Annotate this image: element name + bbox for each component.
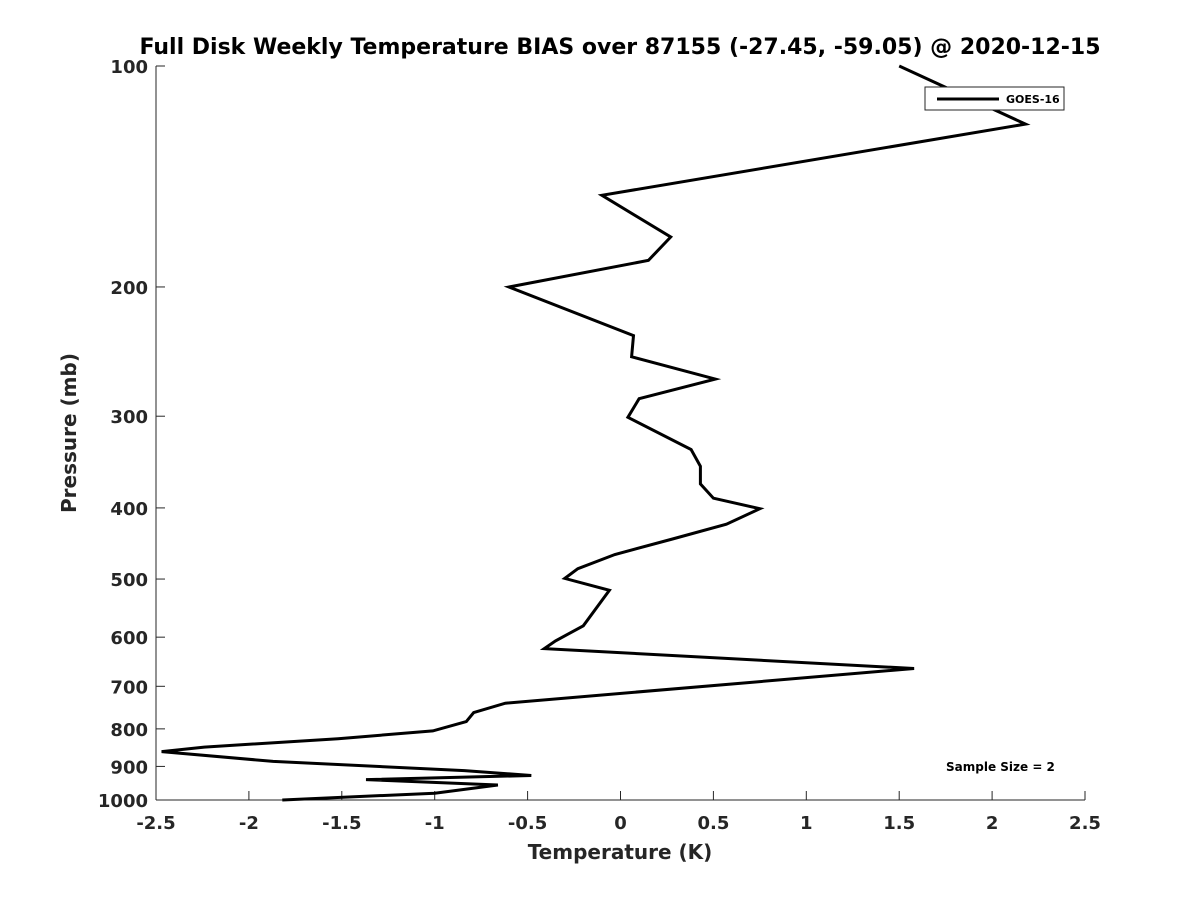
y-tick-label: 900 (110, 757, 148, 778)
x-tick-label: 1 (800, 813, 813, 834)
x-ticks: -2.5 -2 -1.5 -1 -0.5 0 0.5 1 1.5 2 2.5 (136, 791, 1101, 834)
y-tick-label: 800 (110, 720, 148, 741)
x-tick-label: -0.5 (508, 813, 547, 834)
x-tick-label: -2 (239, 813, 259, 834)
y-tick-label: 1000 (98, 791, 148, 812)
x-tick-label: 2.5 (1069, 813, 1101, 834)
sample-size-annotation: Sample Size = 2 (946, 760, 1055, 774)
y-tick-label: 300 (110, 407, 148, 428)
y-ticks: 100 200 300 400 500 600 700 800 900 1000 (98, 57, 165, 812)
y-tick-label: 100 (110, 57, 148, 78)
x-tick-label: 1.5 (883, 813, 915, 834)
y-tick-label: 200 (110, 278, 148, 299)
x-tick-label: -1 (425, 813, 445, 834)
series-line-goes-16 (161, 64, 1031, 802)
y-tick-label: 600 (110, 628, 148, 649)
x-tick-label: -2.5 (136, 813, 175, 834)
y-tick-label: 700 (110, 677, 148, 698)
y-tick-label: 400 (110, 499, 148, 520)
series-group (161, 64, 1031, 802)
legend: GOES-16 (924, 86, 1065, 111)
x-tick-label: 0.5 (697, 813, 729, 834)
y-axis-label: Pressure (mb) (57, 353, 81, 513)
x-axis-label: Temperature (K) (528, 840, 713, 864)
x-tick-label: -1.5 (322, 813, 361, 834)
chart-title: Full Disk Weekly Temperature BIAS over 8… (139, 35, 1100, 60)
axes (155, 66, 1085, 801)
y-tick-label: 500 (110, 570, 148, 591)
x-tick-label: 0 (614, 813, 627, 834)
legend-label: GOES-16 (1006, 93, 1060, 106)
x-tick-label: 2 (986, 813, 999, 834)
